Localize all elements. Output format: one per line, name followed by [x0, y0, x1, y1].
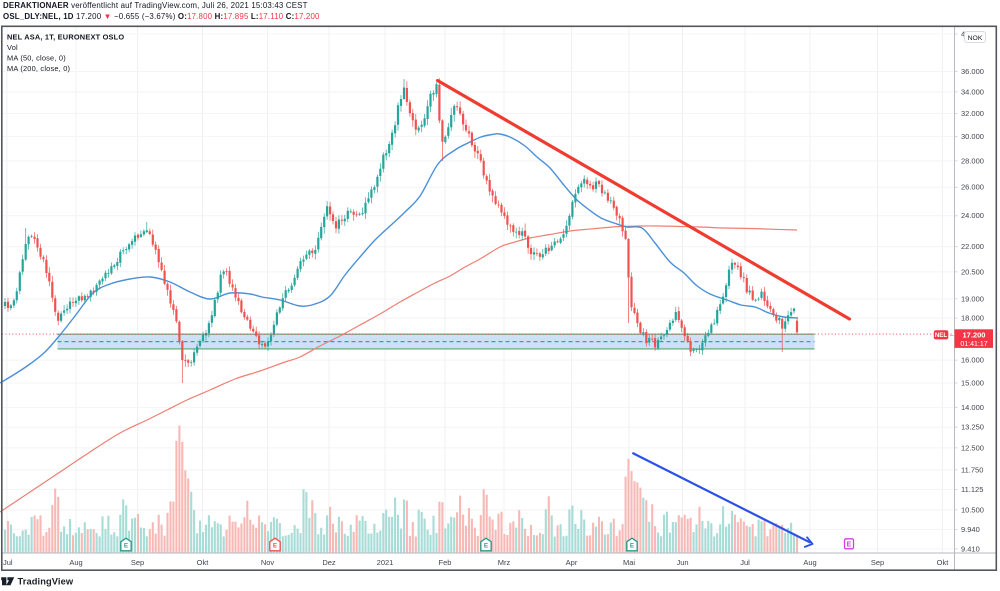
svg-text:Dez: Dez	[322, 558, 336, 567]
svg-text:NOK: NOK	[968, 35, 983, 42]
svg-text:14.000: 14.000	[961, 403, 984, 412]
svg-text:24.000: 24.000	[961, 211, 984, 220]
svg-text:NEL ASA, 1T, EURONEXT OSLO: NEL ASA, 1T, EURONEXT OSLO	[7, 33, 124, 42]
svg-text:Vol: Vol	[7, 43, 18, 52]
svg-text:13.250: 13.250	[961, 423, 984, 432]
svg-text:26.000: 26.000	[961, 183, 984, 192]
svg-text:OSL_DLY:NEL, 1D 17.200 ▼ −0.6: OSL_DLY:NEL, 1D 17.200 ▼ −0.655 (−3.67%)…	[3, 12, 320, 21]
svg-text:18.000: 18.000	[961, 314, 984, 323]
svg-text:E: E	[124, 542, 128, 549]
svg-text:17.200: 17.200	[963, 330, 986, 339]
svg-text:9.940: 9.940	[961, 525, 980, 534]
svg-text:Sep: Sep	[131, 558, 144, 567]
svg-text:Okt: Okt	[197, 558, 210, 567]
svg-text:Jul: Jul	[3, 558, 13, 567]
svg-text:16.000: 16.000	[961, 356, 984, 365]
svg-text:Jun: Jun	[676, 558, 688, 567]
svg-text:Mrz: Mrz	[498, 558, 511, 567]
svg-text:11.750: 11.750	[961, 465, 983, 474]
svg-text:Okt: Okt	[937, 558, 950, 567]
svg-text:Aug: Aug	[69, 558, 82, 567]
svg-text:–: –	[950, 332, 954, 339]
svg-text:22.000: 22.000	[961, 242, 984, 251]
svg-text:E: E	[484, 542, 488, 549]
svg-text:30.000: 30.000	[961, 132, 984, 141]
svg-text:DERAKTIONAER veröffentlicht au: DERAKTIONAER veröffentlicht auf TradingV…	[3, 1, 308, 10]
svg-text:34.000: 34.000	[961, 87, 984, 96]
svg-text:10.500: 10.500	[961, 505, 984, 514]
svg-text:20.500: 20.500	[961, 267, 984, 276]
svg-text:01:41:17: 01:41:17	[960, 341, 987, 348]
svg-text:Sep: Sep	[871, 558, 884, 567]
svg-text:11.125: 11.125	[961, 485, 983, 494]
svg-text:TradingView: TradingView	[18, 577, 74, 587]
svg-text:19.000: 19.000	[961, 294, 984, 303]
svg-text:15.000: 15.000	[961, 378, 984, 387]
svg-text:Mai: Mai	[623, 558, 635, 567]
svg-text:2021: 2021	[377, 558, 394, 567]
svg-text:Jul: Jul	[740, 558, 750, 567]
svg-text:MA (200, close, 0): MA (200, close, 0)	[7, 64, 70, 73]
svg-text:Apr: Apr	[566, 558, 578, 567]
svg-text:E: E	[630, 542, 634, 549]
svg-text:Nov: Nov	[261, 558, 275, 567]
svg-text:MA (50, close, 0): MA (50, close, 0)	[7, 53, 66, 62]
svg-text:36.000: 36.000	[961, 67, 984, 76]
svg-text:E: E	[847, 542, 852, 549]
svg-text:Feb: Feb	[439, 558, 452, 567]
svg-text:NEL: NEL	[935, 332, 948, 339]
svg-text:28.000: 28.000	[961, 156, 984, 165]
svg-text:E: E	[273, 542, 277, 549]
svg-text:32.000: 32.000	[961, 109, 984, 118]
svg-text:12.500: 12.500	[961, 443, 984, 452]
svg-text:Aug: Aug	[803, 558, 816, 567]
svg-text:9.410: 9.410	[961, 544, 980, 553]
